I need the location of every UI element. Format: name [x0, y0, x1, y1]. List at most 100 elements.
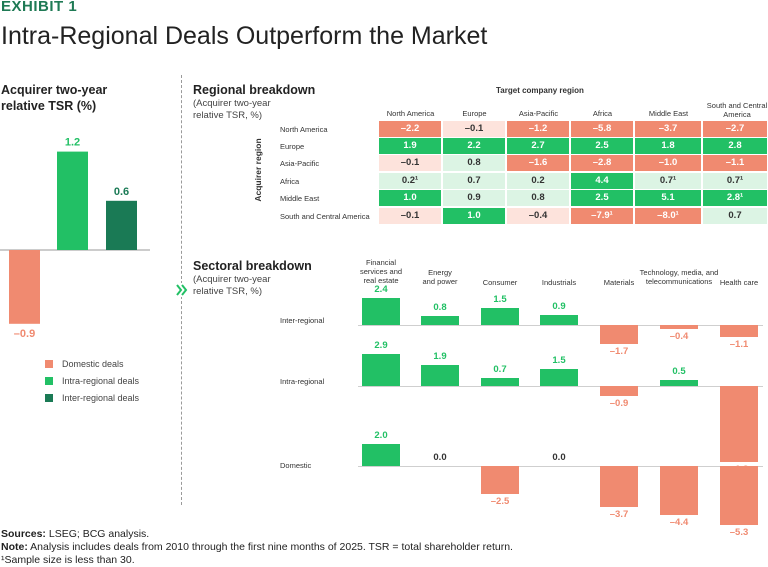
region-cell-africa-middle-east: 0.7¹	[635, 173, 701, 190]
region-row-label-middle-east: Middle East	[280, 194, 320, 203]
region-row-label-africa: Africa	[280, 177, 300, 186]
left-bar-intra-regional-deals	[57, 151, 88, 250]
chevron-right-icon	[176, 283, 188, 297]
sector-col-header-energy-and-power: Energy and power	[410, 268, 470, 286]
region-cell-europe-africa: 2.5	[571, 138, 633, 155]
left-bar-label-inter-regional-deals: 0.6	[114, 186, 129, 198]
sector-bar-inter-regional-consumer	[481, 308, 519, 325]
region-row-label-europe: Europe	[280, 142, 305, 151]
region-cell-asia-pacific-south-and-central-america: –1.1	[703, 155, 767, 172]
sector-value-domestic-technology-media-and-telecommunications: –4.4	[669, 517, 689, 529]
region-cell-south-and-central-america-middle-east: –8.0¹	[635, 208, 701, 225]
region-cell-asia-pacific-asia-pacific: –1.6	[507, 155, 569, 172]
region-col-header-africa: Africa	[592, 109, 613, 118]
sector-value-intra-regional-financial-services-and-real-estate: 2.9	[374, 339, 388, 351]
sector-bar-intra-regional-health-care	[720, 386, 758, 463]
sectoral-subtitle-line1: (Acquirer two-year	[193, 274, 271, 285]
sector-bar-domestic-technology-media-and-telecommunications	[660, 466, 698, 516]
legend-swatch-intra	[45, 377, 53, 385]
sector-value-intra-regional-industrials: 1.5	[552, 355, 566, 367]
region-cell-middle-east-north-america: 1.0	[379, 190, 441, 207]
sector-value-domestic-health-care: –5.3	[729, 527, 749, 539]
exhibit-label: EXHIBIT 1	[1, 0, 78, 15]
note-label: Note:	[1, 541, 28, 553]
sector-bar-intra-regional-financial-services-and-real-estate	[362, 353, 400, 386]
sector-bar-domestic-consumer	[481, 466, 519, 494]
region-cell-middle-east-africa: 2.5	[571, 190, 633, 207]
region-cell-north-america-north-america: –2.2	[379, 121, 441, 138]
region-cell-africa-europe: 0.7	[443, 173, 505, 190]
sector-row-label-domestic: Domestic	[280, 461, 312, 470]
sector-col-header-technology-media-and-telecommunications: Technology, media, and telecommunications	[634, 268, 724, 286]
region-cell-north-america-africa: –5.8	[571, 121, 633, 138]
region-cell-asia-pacific-north-america: –0.1	[379, 155, 441, 172]
left-panel-title: Acquirer two-year relative TSR (%)	[1, 82, 107, 114]
sector-bar-domestic-financial-services-and-real-estate	[362, 443, 400, 466]
sector-bar-inter-regional-financial-services-and-real-estate	[362, 298, 400, 325]
sector-value-intra-regional-materials: –0.9	[609, 398, 629, 410]
region-row-label-asia-pacific: Asia-Pacific	[280, 159, 320, 168]
sector-value-inter-regional-materials: –1.7	[609, 346, 629, 358]
sector-col-header-health-care: Health care	[709, 278, 768, 287]
region-cell-europe-middle-east: 1.8	[635, 138, 701, 155]
region-cell-north-america-europe: –0.1	[443, 121, 505, 138]
region-col-header-middle-east: Middle East	[648, 109, 689, 118]
sector-col-header-line: telecommunications	[645, 277, 713, 286]
sector-value-inter-regional-consumer: 1.5	[493, 294, 507, 306]
sector-baseline-domestic	[358, 466, 763, 467]
legend-label-domestic: Domestic deals	[62, 359, 124, 369]
region-cell-europe-south-and-central-america: 2.8	[703, 138, 767, 155]
note-text: Analysis includes deals from 2010 throug…	[27, 541, 513, 553]
sector-bar-inter-regional-technology-media-and-telecommunications	[660, 325, 698, 330]
sector-bar-intra-regional-energy-and-power	[421, 364, 459, 386]
sector-baseline-inter-regional	[358, 325, 763, 326]
sector-col-header-line: services and	[359, 267, 403, 276]
sector-bar-inter-regional-health-care	[720, 325, 758, 338]
region-row-label-south-and-central-america: South and Central America	[280, 212, 370, 221]
target-region-axis-title: Target company region	[496, 86, 584, 95]
region-cell-south-and-central-america-africa: –7.9¹	[571, 208, 633, 225]
region-cell-asia-pacific-africa: –2.8	[571, 155, 633, 172]
region-cell-north-america-asia-pacific: –1.2	[507, 121, 569, 138]
sector-bar-inter-regional-industrials	[540, 314, 578, 325]
legend-item-inter: Inter-regional deals	[45, 391, 139, 405]
left-panel-title-line1: Acquirer two-year	[1, 83, 108, 97]
region-col-header-south-and-central-america: South and Central America	[706, 101, 768, 119]
sources-line: Sources: LSEG; BCG analysis.	[1, 528, 149, 540]
regional-subtitle-line2: relative TSR, %)	[193, 110, 262, 121]
sector-bar-domestic-health-care	[720, 466, 758, 526]
sector-col-header-line: and power	[422, 277, 458, 286]
page-title: Intra-Regional Deals Outperform the Mark…	[1, 22, 488, 50]
left-bar-inter-regional-deals	[106, 200, 137, 250]
region-cell-south-and-central-america-asia-pacific: –0.4	[507, 208, 569, 225]
sector-value-inter-regional-health-care: –1.1	[729, 339, 749, 351]
sector-bar-inter-regional-materials	[600, 325, 638, 345]
sectoral-title: Sectoral breakdown	[193, 259, 312, 273]
sector-value-domestic-materials: –3.7	[609, 509, 629, 521]
left-bar-domestic-deals	[9, 250, 40, 324]
sector-bar-intra-regional-consumer	[481, 378, 519, 386]
sector-bar-intra-regional-materials	[600, 386, 638, 397]
sector-col-header-line: Materials	[603, 278, 635, 287]
sector-col-header-line: Health care	[719, 278, 759, 287]
sector-value-intra-regional-consumer: 0.7	[493, 364, 507, 376]
sector-col-header-consumer: Consumer	[470, 278, 530, 287]
sources-label: Sources:	[1, 528, 46, 540]
region-cell-asia-pacific-europe: 0.8	[443, 155, 505, 172]
sector-value-intra-regional-technology-media-and-telecommunications: 0.5	[672, 366, 686, 378]
sector-value-domestic-financial-services-and-real-estate: 2.0	[374, 429, 388, 441]
region-cell-middle-east-asia-pacific: 0.8	[507, 190, 569, 207]
sector-value-domestic-consumer: –2.5	[490, 496, 510, 507]
sectoral-subtitle-line2: relative TSR, %)	[193, 286, 262, 297]
sector-value-intra-regional-energy-and-power: 1.9	[433, 350, 447, 362]
note-line: Note: Analysis includes deals from 2010 …	[1, 541, 513, 553]
left-bar-label-domestic-deals: –0.9	[14, 328, 35, 340]
region-cell-north-america-south-and-central-america: –2.7	[703, 121, 767, 138]
region-col-header-north-america: North America	[386, 109, 435, 118]
sector-value-inter-regional-energy-and-power: 0.8	[433, 302, 447, 314]
region-cell-middle-east-europe: 0.9	[443, 190, 505, 207]
sources-text: LSEG; BCG analysis.	[45, 528, 150, 540]
legend-swatch-inter	[45, 394, 53, 402]
region-cell-north-america-middle-east: –3.7	[635, 121, 701, 138]
legend-label-inter: Inter-regional deals	[62, 393, 140, 403]
